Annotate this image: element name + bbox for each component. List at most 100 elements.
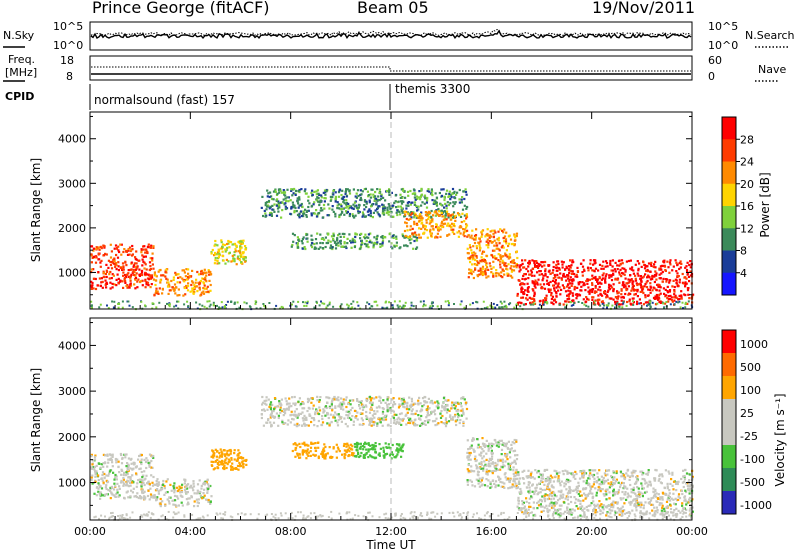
scatter-cell xyxy=(227,461,230,464)
scatter-cell xyxy=(170,279,173,283)
scatter-cell xyxy=(462,413,465,416)
scatter-cell xyxy=(485,263,488,266)
scatter-cell xyxy=(467,458,470,461)
scatter-cell xyxy=(470,273,473,276)
scatter-cell xyxy=(301,411,304,414)
scatter-cell xyxy=(621,267,624,270)
scatter-cell xyxy=(678,281,681,284)
scatter-cell xyxy=(512,472,515,475)
scatter-cell xyxy=(437,207,440,211)
scatter-cell xyxy=(351,451,354,455)
scatter-cell xyxy=(426,410,429,413)
scatter-cell xyxy=(228,246,231,249)
scatter-cell xyxy=(122,481,125,484)
scatter-cell xyxy=(448,415,452,418)
scatter-cell xyxy=(135,465,138,468)
scatter-cell xyxy=(375,202,378,205)
scatter-cell xyxy=(571,270,574,273)
scatter-cell xyxy=(118,485,121,488)
scatter-cell xyxy=(97,462,100,465)
scatter-cell xyxy=(686,302,689,305)
scatter-cell xyxy=(223,466,226,469)
scatter-cell xyxy=(114,262,118,265)
scatter-cell xyxy=(378,454,381,457)
scatter-cell xyxy=(216,262,219,265)
scatter-cell xyxy=(320,207,323,210)
scatter-cell xyxy=(101,286,104,289)
scatter-cell xyxy=(671,285,674,288)
scatter-cell xyxy=(412,247,415,250)
scatter-cell xyxy=(317,441,320,444)
scatter-cell xyxy=(175,273,178,276)
scatter-cell xyxy=(320,196,323,199)
scatter-cell xyxy=(436,423,439,426)
scatter-cell xyxy=(239,255,243,258)
scatter-cell xyxy=(118,487,121,490)
scatter-cell xyxy=(486,473,489,476)
scatter-cell xyxy=(116,488,119,491)
scatter-cell xyxy=(335,397,338,400)
scatter-cell xyxy=(595,290,598,294)
scatter-cell xyxy=(129,268,132,271)
scatter-cell xyxy=(313,424,316,427)
scatter-cell xyxy=(353,216,356,219)
scatter-cell xyxy=(134,256,137,259)
scatter-cell xyxy=(323,443,326,446)
scatter-cell xyxy=(473,457,477,461)
scatter-cell xyxy=(373,410,376,413)
scatter-cell xyxy=(442,188,445,191)
scatter-cell xyxy=(356,449,359,452)
scatter-cell xyxy=(403,210,406,213)
scatter-cell xyxy=(382,207,385,210)
scatter-cell xyxy=(367,195,370,198)
scatter-cell xyxy=(329,455,332,458)
scatter-cell xyxy=(596,278,599,281)
scatter-cell xyxy=(486,472,489,475)
scatter-cell xyxy=(173,491,176,494)
scatter-cell xyxy=(178,485,181,488)
scatter-cell xyxy=(609,259,612,263)
scatter-cell xyxy=(135,485,138,488)
scatter-cell xyxy=(312,453,315,456)
scatter-cell xyxy=(684,285,687,288)
scatter-cell xyxy=(118,494,121,497)
scatter-cell xyxy=(514,482,517,485)
scatter-cell xyxy=(281,209,284,212)
scatter-cell xyxy=(346,205,349,208)
scatter-cell xyxy=(639,284,642,287)
scatter-cell xyxy=(519,283,522,286)
scatter-cell xyxy=(345,203,348,206)
scatter-cell xyxy=(291,232,295,235)
scatter-cell xyxy=(298,453,301,456)
scatter-cell xyxy=(273,408,276,411)
scatter-cell xyxy=(505,444,508,448)
scatter-cell xyxy=(262,214,265,218)
scatter-cell xyxy=(187,497,190,500)
scatter-cell xyxy=(116,482,119,485)
scatter-cell xyxy=(319,199,322,202)
scatter-cell xyxy=(649,306,652,308)
scatter-cell xyxy=(552,277,555,280)
scatter-cell xyxy=(444,202,447,205)
scatter-cell xyxy=(640,265,643,268)
scatter-cell xyxy=(491,479,495,482)
scatter-cell xyxy=(210,252,213,255)
scatter-cell xyxy=(686,272,689,275)
scatter-cell xyxy=(127,463,130,466)
scatter-cell xyxy=(656,283,659,286)
scatter-cell xyxy=(177,300,180,303)
scatter-cell xyxy=(450,222,454,225)
scatter-cell xyxy=(676,264,679,267)
scatter-cell xyxy=(460,414,463,417)
scatter-cell xyxy=(296,244,299,247)
scatter-cell xyxy=(166,278,169,281)
scatter-cell xyxy=(447,216,450,219)
scatter-cell xyxy=(297,400,300,403)
scatter-cell xyxy=(345,405,348,409)
scatter-cell xyxy=(460,300,463,303)
scatter-cell xyxy=(531,288,534,291)
scatter-cell xyxy=(435,223,438,226)
scatter-cell xyxy=(492,469,496,473)
scatter-cell xyxy=(459,303,462,306)
scatter-cell xyxy=(403,215,406,218)
